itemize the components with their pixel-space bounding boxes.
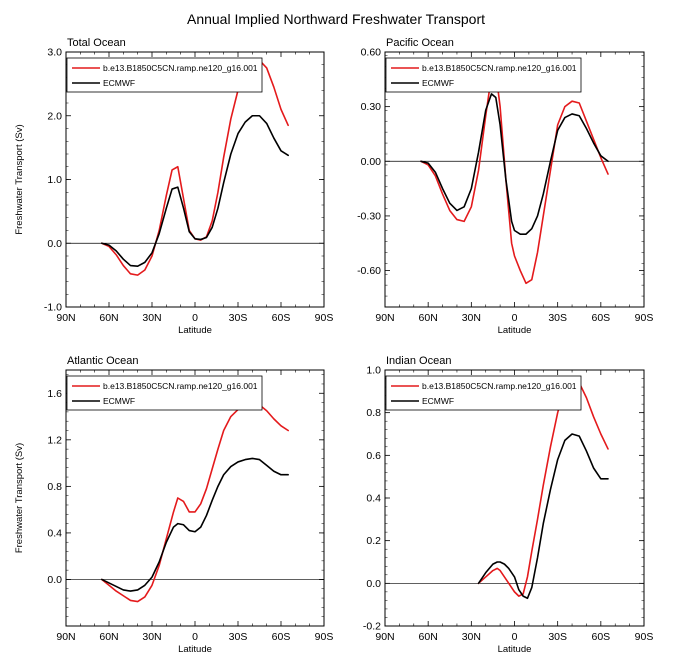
y-tick-label: -1.0 — [44, 302, 62, 314]
x-tick-label: 30N — [142, 312, 161, 324]
legend: b.e13.B1850C5CN.ramp.ne120_g16.001 ECMWF — [66, 375, 263, 411]
x-tick-label: 60N — [99, 312, 118, 324]
x-tick-label: 30N — [142, 631, 161, 643]
y-tick-label: 1.0 — [366, 365, 381, 377]
legend-box — [385, 57, 582, 93]
y-tick-label: 3.0 — [47, 47, 62, 59]
x-tick-label: 0 — [192, 312, 198, 324]
y-axis-label: Freshwater Transport (Sv) — [14, 124, 25, 234]
x-tick-label: 0 — [512, 312, 518, 324]
x-tick-label: 30N — [462, 631, 481, 643]
chart-panel-4: Indian Ocean 90N 60N 30N 0 30S 60S 90S -0.2 0.0 0.… — [363, 355, 653, 655]
chart-panel-2: Pacific Ocean 90N 60N 30N 0 30S 60S 90S -0.60 -0.… — [357, 37, 653, 336]
x-tick-label: 90S — [315, 312, 334, 324]
y-tick-label: 0.4 — [47, 527, 62, 539]
x-tick-label: 30N — [462, 312, 481, 324]
y-tick-label: -0.2 — [363, 621, 381, 633]
y-tick-label: 2.0 — [47, 110, 62, 122]
x-tick-label: 90N — [375, 312, 394, 324]
legend-box — [66, 57, 263, 93]
chart-panel-3: Atlantic Ocean 90N 60N 30N 0 30S 60S 90S 0.0 0.4 0… — [14, 355, 333, 655]
legend-label-model: b.e13.B1850C5CN.ramp.ne120_g16.001 — [422, 381, 577, 391]
series-line-ecmwf — [101, 457, 289, 592]
x-tick-label: 30S — [548, 312, 567, 324]
y-tick-label: 0.60 — [361, 47, 382, 59]
legend: b.e13.B1850C5CN.ramp.ne120_g16.001 ECMWF — [385, 375, 582, 411]
x-tick-label: 0 — [512, 631, 518, 643]
y-tick-label: 1.2 — [47, 434, 62, 446]
x-tick-label: 90S — [315, 631, 334, 643]
y-tick-label: 1.6 — [47, 388, 62, 400]
x-tick-label: 60S — [591, 312, 610, 324]
panel-title: Indian Ocean — [386, 355, 451, 367]
y-tick-label: 0.0 — [47, 238, 62, 250]
x-tick-label: 30S — [229, 312, 248, 324]
x-axis-label: Latitude — [178, 644, 212, 655]
x-tick-label: 90N — [375, 631, 394, 643]
legend-box — [66, 375, 263, 411]
x-tick-label: 60N — [419, 312, 438, 324]
panel-title: Pacific Ocean — [386, 37, 454, 49]
panels: Total Ocean 90N 60N 30N 0 30S 60S 90S -1.0 0.0 1.0… — [14, 37, 653, 655]
x-tick-label: 60S — [272, 631, 291, 643]
x-tick-label: 60S — [272, 312, 291, 324]
y-tick-label: 0.0 — [366, 578, 381, 590]
x-tick-label: 90N — [56, 631, 75, 643]
y-tick-label: 0.8 — [366, 407, 381, 419]
legend-label-ecmwf: ECMWF — [422, 396, 454, 406]
x-tick-label: 30S — [229, 631, 248, 643]
chart-panel-1: Total Ocean 90N 60N 30N 0 30S 60S 90S -1.0 0.0 1.0… — [14, 37, 333, 336]
series-line-ecmwf — [420, 93, 609, 235]
legend: b.e13.B1850C5CN.ramp.ne120_g16.001 ECMWF — [66, 57, 263, 93]
legend-label-ecmwf: ECMWF — [422, 78, 454, 88]
series-line-model — [101, 402, 289, 603]
legend-label-ecmwf: ECMWF — [103, 78, 135, 88]
legend-box — [385, 375, 582, 411]
legend-label-ecmwf: ECMWF — [103, 396, 135, 406]
y-axis-label: Freshwater Transport (Sv) — [14, 443, 25, 553]
x-axis-label: Latitude — [178, 325, 212, 336]
y-tick-label: -0.60 — [357, 265, 381, 277]
legend-label-model: b.e13.B1850C5CN.ramp.ne120_g16.001 — [422, 63, 577, 73]
x-axis-label: Latitude — [498, 325, 532, 336]
y-tick-label: 0.8 — [47, 481, 62, 493]
x-tick-label: 90N — [56, 312, 75, 324]
x-tick-label: 0 — [192, 631, 198, 643]
legend-label-model: b.e13.B1850C5CN.ramp.ne120_g16.001 — [103, 63, 258, 73]
series-line-ecmwf — [101, 114, 289, 267]
x-tick-label: 60N — [419, 631, 438, 643]
y-tick-label: 0.4 — [366, 493, 381, 505]
series-line-model — [420, 71, 609, 285]
y-tick-label: 0.0 — [47, 574, 62, 586]
legend: b.e13.B1850C5CN.ramp.ne120_g16.001 ECMWF — [385, 57, 582, 93]
panel-title: Atlantic Ocean — [67, 355, 139, 367]
x-axis-label: Latitude — [498, 644, 532, 655]
series-line-model — [477, 377, 609, 597]
y-tick-label: 1.0 — [47, 174, 62, 186]
series-line-ecmwf — [477, 433, 609, 600]
x-tick-label: 90S — [635, 312, 654, 324]
y-tick-label: -0.30 — [357, 210, 381, 222]
x-tick-label: 90S — [635, 631, 654, 643]
y-tick-label: 0.30 — [361, 101, 382, 113]
panel-title: Total Ocean — [67, 37, 126, 49]
legend-label-model: b.e13.B1850C5CN.ramp.ne120_g16.001 — [103, 381, 258, 391]
y-tick-label: 0.6 — [366, 450, 381, 462]
y-tick-label: 0.2 — [366, 535, 381, 547]
y-tick-label: 0.00 — [361, 156, 382, 168]
x-tick-label: 60N — [99, 631, 118, 643]
figure-title: Annual Implied Northward Freshwater Tran… — [187, 11, 485, 27]
x-tick-label: 60S — [591, 631, 610, 643]
x-tick-label: 30S — [548, 631, 567, 643]
